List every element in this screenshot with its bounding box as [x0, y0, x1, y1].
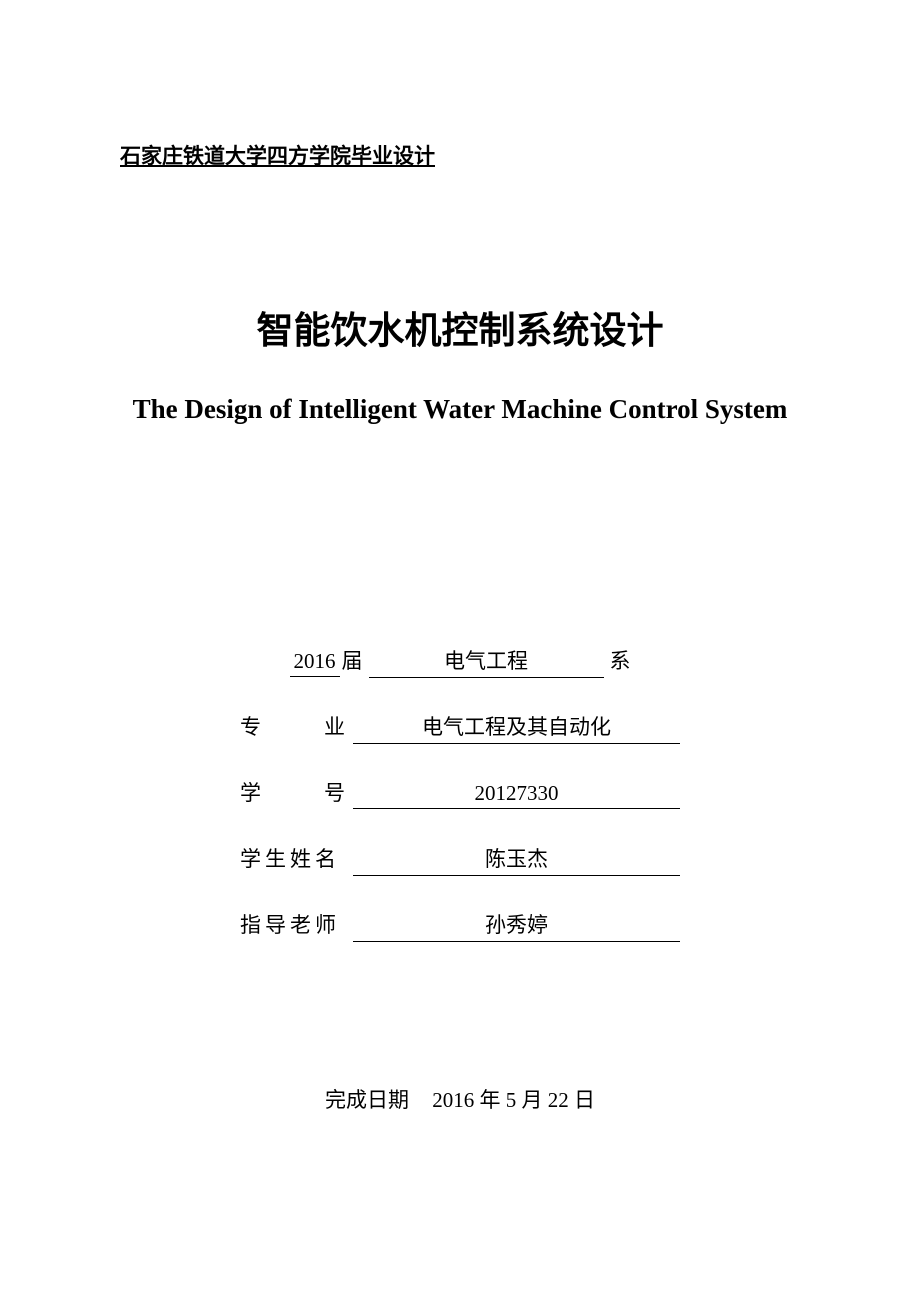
- completion-day: 22: [548, 1088, 569, 1112]
- month-unit: 月: [522, 1088, 543, 1112]
- student-name-value: 陈玉杰: [353, 843, 680, 876]
- advisor-value: 孙秀婷: [353, 909, 680, 942]
- info-section: 2016 届 电气工程 系 专 业 电气工程及其自动化 学 号 20127330…: [240, 645, 680, 939]
- student-id-label: 学 号: [240, 777, 345, 807]
- student-id-value: 20127330: [353, 781, 680, 809]
- student-id-row: 学 号 20127330: [240, 777, 680, 807]
- institution-header: 石家庄铁道大学四方学院毕业设计: [120, 140, 800, 170]
- graduation-year: 2016: [290, 649, 340, 677]
- day-unit: 日: [574, 1088, 595, 1112]
- advisor-label: 指导老师: [240, 909, 345, 939]
- student-name-row: 学生姓名 陈玉杰: [240, 843, 680, 873]
- year-unit: 年: [480, 1088, 501, 1112]
- completion-date: 完成日期 2016 年 5 月 22 日: [120, 1084, 800, 1114]
- major-row: 专 业 电气工程及其自动化: [240, 711, 680, 741]
- title-english: The Design of Intelligent Water Machine …: [120, 394, 800, 425]
- completion-year: 2016: [432, 1088, 474, 1112]
- completion-month: 5: [506, 1088, 517, 1112]
- title-chinese: 智能饮水机控制系统设计: [120, 300, 800, 354]
- class-label: 届: [342, 645, 363, 675]
- major-label: 专 业: [240, 711, 345, 741]
- department-value: 电气工程: [369, 645, 604, 678]
- advisor-row: 指导老师 孙秀婷: [240, 909, 680, 939]
- major-value: 电气工程及其自动化: [353, 711, 680, 744]
- year-department-row: 2016 届 电气工程 系: [240, 645, 680, 675]
- document-page: 石家庄铁道大学四方学院毕业设计 智能饮水机控制系统设计 The Design o…: [0, 0, 920, 1302]
- student-name-label: 学生姓名: [240, 843, 345, 873]
- department-suffix: 系: [610, 645, 631, 675]
- completion-label: 完成日期: [325, 1088, 409, 1112]
